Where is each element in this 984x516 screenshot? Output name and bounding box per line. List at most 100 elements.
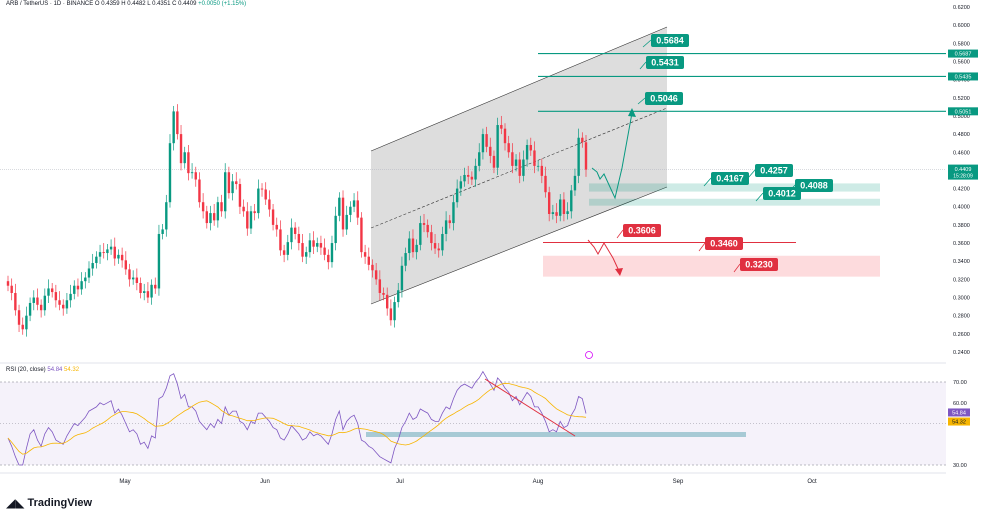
candle-down bbox=[323, 238, 326, 261]
symbol-name[interactable]: ARB / TetherUS · 1D · BINANCE bbox=[6, 1, 94, 7]
candle-down bbox=[17, 304, 21, 333]
target-label-0.4012: 0.4012 bbox=[768, 189, 796, 199]
candle-body bbox=[570, 190, 573, 212]
candle-body bbox=[282, 250, 286, 255]
candle-down bbox=[282, 244, 286, 263]
candle-down bbox=[154, 277, 157, 294]
candle-down bbox=[62, 299, 65, 316]
candle-body bbox=[176, 111, 179, 135]
candle-body bbox=[433, 243, 437, 249]
target-label-0.4167: 0.4167 bbox=[716, 174, 744, 184]
price-change: +0.0050 (+1.15%) bbox=[198, 1, 247, 7]
candle-up bbox=[481, 128, 485, 160]
candle-up bbox=[106, 243, 109, 261]
candle-body bbox=[455, 188, 459, 203]
target-label-0.5684: 0.5684 bbox=[656, 36, 684, 46]
candle-up bbox=[143, 283, 146, 301]
candle-body bbox=[422, 223, 426, 225]
candle-body bbox=[489, 146, 492, 156]
candle-body bbox=[32, 297, 35, 303]
candle-up bbox=[514, 154, 518, 172]
candle-body bbox=[198, 179, 201, 203]
candle-body bbox=[235, 181, 238, 185]
candle-down bbox=[367, 247, 370, 271]
candle-body bbox=[14, 292, 17, 311]
candle-down bbox=[529, 137, 532, 156]
candle-body bbox=[216, 202, 220, 221]
candle-down bbox=[385, 287, 389, 316]
target-label-0.3460-box bbox=[705, 237, 743, 250]
candle-down bbox=[275, 217, 278, 237]
candle-up bbox=[577, 128, 580, 184]
tradingview-logo[interactable]: ◢◣ TradingView bbox=[6, 496, 92, 510]
candle-up bbox=[165, 194, 168, 237]
candle-body bbox=[485, 134, 488, 147]
candle-up bbox=[551, 204, 555, 220]
rsi-ma-label: 54.32 bbox=[952, 420, 966, 426]
channel-midline bbox=[370, 107, 668, 229]
target-label-0.3230: 0.3230 bbox=[745, 260, 773, 270]
current-price-label: 0.4409 bbox=[955, 167, 972, 173]
candle-down bbox=[319, 235, 323, 255]
candle-down bbox=[301, 233, 304, 263]
candle-down bbox=[21, 317, 24, 335]
candle-body bbox=[271, 209, 275, 225]
candle-body bbox=[444, 220, 448, 234]
target-label-0.5046-leader bbox=[637, 97, 646, 105]
rsi-label[interactable]: RSI (20, close) bbox=[6, 367, 46, 373]
candle-body bbox=[463, 174, 466, 182]
candle-body bbox=[448, 220, 451, 224]
candle-body bbox=[128, 269, 131, 280]
candle-body bbox=[378, 279, 382, 293]
candle-body bbox=[39, 304, 43, 311]
candle-down bbox=[76, 278, 80, 297]
candle-body bbox=[190, 172, 194, 174]
rsi-divergence-line bbox=[484, 378, 576, 437]
candle-body bbox=[113, 246, 116, 259]
candle-body bbox=[36, 297, 39, 305]
candle-down bbox=[242, 199, 245, 217]
candle-body bbox=[253, 211, 256, 214]
candle-body bbox=[360, 217, 363, 253]
candle-body bbox=[246, 211, 249, 229]
rsi-ma-value: 54.32 bbox=[64, 367, 80, 373]
price-tick-label: 0.5000 bbox=[953, 114, 970, 120]
candle-body bbox=[327, 254, 330, 263]
candle-body bbox=[205, 211, 209, 224]
candle-down bbox=[246, 202, 249, 236]
candle-body bbox=[260, 188, 264, 190]
candle-down bbox=[363, 244, 367, 264]
target-label-0.3230-box bbox=[740, 258, 778, 271]
candle-down bbox=[135, 268, 139, 291]
candle-body bbox=[124, 260, 128, 270]
price-tick-label: 0.5400 bbox=[953, 78, 970, 84]
rsi-tick-label: 30.00 bbox=[953, 463, 967, 469]
candle-body bbox=[529, 145, 532, 151]
candle-up bbox=[249, 205, 253, 234]
candle-body bbox=[73, 285, 76, 294]
candle-body bbox=[478, 152, 481, 166]
candle-body bbox=[507, 143, 510, 153]
candle-down bbox=[533, 141, 536, 174]
price-tick-label: 0.5600 bbox=[953, 59, 970, 65]
candle-body bbox=[95, 256, 98, 264]
candle-down bbox=[10, 278, 13, 301]
candles-group bbox=[6, 104, 588, 337]
candle-body bbox=[584, 142, 588, 170]
candle-body bbox=[242, 206, 245, 212]
time-axis-label: Jun bbox=[260, 479, 270, 485]
rsi-line bbox=[7, 370, 587, 466]
candle-down bbox=[50, 283, 54, 298]
candle-down bbox=[194, 166, 197, 187]
event-marker-icon bbox=[585, 351, 593, 359]
candle-down bbox=[220, 194, 223, 217]
candle-body bbox=[238, 184, 242, 207]
candle-body bbox=[404, 253, 407, 266]
price-badge-label: 0.5051 bbox=[955, 109, 972, 115]
target-label-0.5046-box bbox=[645, 92, 683, 105]
candle-body bbox=[345, 214, 348, 230]
candle-down bbox=[201, 193, 205, 219]
candle-up bbox=[91, 253, 94, 276]
candle-down bbox=[489, 137, 492, 164]
